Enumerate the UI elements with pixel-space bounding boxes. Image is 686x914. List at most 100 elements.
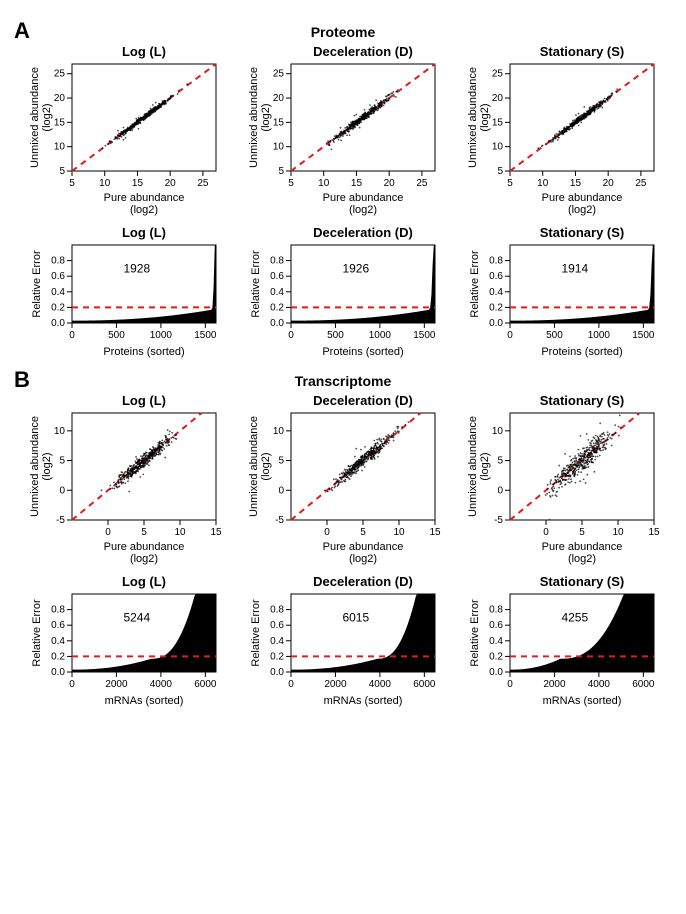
xtick-label: 1500 — [413, 330, 436, 341]
chart-panel: Deceleration (D)051015-50510Pure abundan… — [239, 391, 448, 566]
xtick-label: 20 — [602, 178, 614, 189]
ytick-label: 20 — [54, 93, 66, 104]
xtick-label: 10 — [393, 527, 405, 538]
ytick-label: 0.2 — [489, 651, 503, 662]
xlabel2: (log2) — [130, 553, 158, 565]
scatter-points — [101, 429, 178, 492]
panel-title: Deceleration (D) — [313, 44, 413, 59]
xtick-label: 6000 — [413, 679, 436, 690]
ytick-label: 0 — [278, 485, 284, 496]
plot-frame — [291, 413, 435, 520]
ylabel2: (log2) — [479, 103, 491, 131]
ytick-label: 0.6 — [51, 620, 65, 631]
row-proteome-error: Log (L)0500100015000.00.20.40.60.81928Pr… — [20, 223, 666, 363]
ytick-label: 15 — [273, 117, 285, 128]
xtick-label: 1000 — [587, 330, 610, 341]
panel-title: Deceleration (D) — [313, 225, 413, 240]
ytick-label: 0.4 — [489, 287, 503, 298]
xtick-label: 1000 — [369, 330, 392, 341]
chart-panel: Log (L)0500100015000.00.20.40.60.81928Pr… — [20, 223, 229, 363]
xtick-label: 0 — [543, 527, 549, 538]
chart-panel: Deceleration (D)02000400060000.00.20.40.… — [239, 572, 448, 712]
ytick-label: 10 — [492, 426, 504, 437]
identity-line — [510, 413, 640, 520]
xtick-label: 25 — [416, 178, 428, 189]
xtick-label: 0 — [70, 330, 76, 341]
ytick-label: 0.6 — [489, 271, 503, 282]
count-label: 1926 — [342, 261, 369, 275]
ytick-label: 0.6 — [51, 271, 65, 282]
chart-panel: Log (L)051015-50510Pure abundance(log2)U… — [20, 391, 229, 566]
xtick-label: 500 — [546, 330, 563, 341]
ytick-label: 0.4 — [270, 287, 284, 298]
ytick-label: 20 — [492, 93, 504, 104]
row-transcriptome-scatter: Log (L)051015-50510Pure abundance(log2)U… — [20, 391, 666, 566]
xtick-label: 0 — [288, 330, 294, 341]
ytick-label: 15 — [492, 117, 504, 128]
ylabel: Relative Error — [469, 250, 481, 318]
panel-title: Log (L) — [122, 574, 166, 589]
ytick-label: 0.4 — [489, 636, 503, 647]
ytick-label: 0.6 — [489, 620, 503, 631]
xlabel: mRNAs (sorted) — [542, 695, 621, 707]
ytick-label: 0.0 — [51, 667, 65, 678]
xlabel: Proteins (sorted) — [104, 346, 185, 358]
error-plot: Log (L)0500100015000.00.20.40.60.81928Pr… — [24, 223, 224, 363]
xtick-label: 5 — [507, 178, 513, 189]
ytick-label: -5 — [275, 515, 284, 526]
ylabel2: (log2) — [41, 103, 53, 131]
xtick-label: 500 — [108, 330, 125, 341]
section-title-transcriptome: Transcriptome — [20, 373, 666, 389]
xtick-label: 0 — [70, 679, 76, 690]
xtick-label: 10 — [175, 527, 187, 538]
xlabel: Proteins (sorted) — [541, 346, 622, 358]
xlabel: Pure abundance — [541, 541, 622, 553]
xtick-label: 10 — [537, 178, 549, 189]
chart-panel: Log (L)510152025510152025Pure abundance(… — [20, 42, 229, 217]
ylabel: Relative Error — [31, 250, 43, 318]
xtick-label: 15 — [429, 527, 441, 538]
xlabel: Pure abundance — [104, 541, 185, 553]
error-area — [510, 594, 654, 672]
ytick-label: 10 — [273, 426, 285, 437]
xtick-label: 5 — [70, 178, 76, 189]
xtick-label: 0 — [507, 679, 513, 690]
ylabel2: (log2) — [260, 452, 272, 480]
panel-title: Deceleration (D) — [313, 393, 413, 408]
ytick-label: -5 — [56, 515, 65, 526]
xtick-label: 4000 — [150, 679, 173, 690]
panel-title: Log (L) — [122, 44, 166, 59]
xtick-label: 10 — [318, 178, 330, 189]
xtick-label: 500 — [327, 330, 344, 341]
xtick-label: 25 — [198, 178, 210, 189]
ytick-label: 0.8 — [270, 256, 284, 267]
chart-panel: Stationary (S)051015-50510Pure abundance… — [457, 391, 666, 566]
scatter-plot: Stationary (S)051015-50510Pure abundance… — [462, 391, 662, 566]
panel-title: Stationary (S) — [539, 393, 624, 408]
xlabel2: (log2) — [568, 204, 596, 216]
error-area — [72, 594, 216, 672]
xtick-label: 0 — [324, 527, 330, 538]
xtick-label: 6000 — [632, 679, 655, 690]
ytick-label: 25 — [273, 69, 285, 80]
ylabel: Relative Error — [31, 599, 43, 667]
ytick-label: 10 — [54, 142, 66, 153]
xtick-label: 20 — [384, 178, 396, 189]
xtick-label: 15 — [570, 178, 582, 189]
error-area — [72, 245, 216, 323]
chart-panel: Stationary (S)02000400060000.00.20.40.60… — [457, 572, 666, 712]
error-plot: Log (L)02000400060000.00.20.40.60.85244m… — [24, 572, 224, 712]
ylabel: Unmixed abundance — [248, 67, 260, 168]
error-area — [291, 594, 435, 672]
xtick-label: 5 — [288, 178, 294, 189]
plot-frame — [291, 245, 435, 323]
panel-title: Stationary (S) — [539, 225, 624, 240]
xtick-label: 2000 — [543, 679, 566, 690]
ytick-label: 0.8 — [489, 256, 503, 267]
ylabel: Unmixed abundance — [467, 416, 479, 517]
plot-frame — [510, 245, 654, 323]
ytick-label: 0 — [60, 485, 66, 496]
ytick-label: 0.4 — [270, 636, 284, 647]
scatter-plot: Stationary (S)510152025510152025Pure abu… — [462, 42, 662, 217]
error-area — [510, 245, 654, 323]
